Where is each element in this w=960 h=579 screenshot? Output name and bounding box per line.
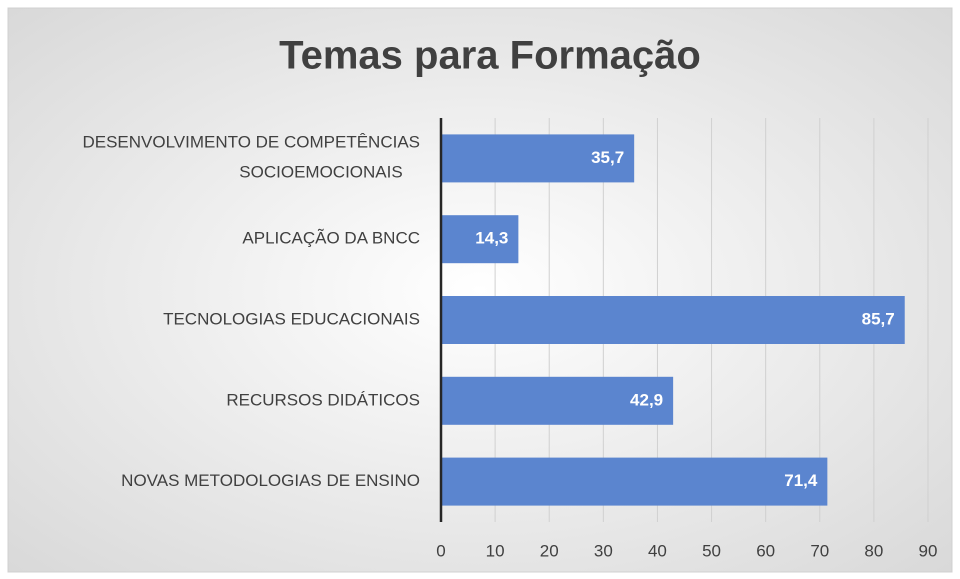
bar xyxy=(441,296,905,344)
category-label: RECURSOS DIDÁTICOS xyxy=(226,390,420,409)
value-label: 71,4 xyxy=(784,471,818,490)
chart-title: Temas para Formação xyxy=(279,34,701,78)
x-tick-label: 20 xyxy=(540,541,559,560)
bar xyxy=(441,457,828,506)
bar xyxy=(441,376,674,425)
bar xyxy=(441,215,519,264)
x-tick-label: 70 xyxy=(810,541,829,560)
x-tick-label: 90 xyxy=(919,541,938,560)
x-tick-label: 40 xyxy=(648,541,667,560)
value-label: 85,7 xyxy=(862,309,895,328)
x-tick-label: 60 xyxy=(756,541,775,560)
value-label: 42,9 xyxy=(630,390,663,409)
category-label: NOVAS METODOLOGIAS DE ENSINO xyxy=(121,471,420,490)
x-tick-label: 50 xyxy=(702,541,721,560)
value-label: 35,7 xyxy=(591,148,624,167)
value-label: 14,3 xyxy=(475,229,508,248)
category-label: APLICAÇÃO DA BNCC xyxy=(242,229,420,248)
x-tick-label: 80 xyxy=(864,541,883,560)
x-tick-label: 30 xyxy=(594,541,613,560)
category-label: DESENVOLVIMENTO DE COMPETÊNCIAS SOCIOEMOC… xyxy=(82,133,420,182)
category-label: TECNOLOGIAS EDUCACIONAIS xyxy=(163,309,420,328)
bar xyxy=(441,134,635,183)
x-tick-label: 10 xyxy=(486,541,505,560)
x-tick-label: 0 xyxy=(436,541,445,560)
